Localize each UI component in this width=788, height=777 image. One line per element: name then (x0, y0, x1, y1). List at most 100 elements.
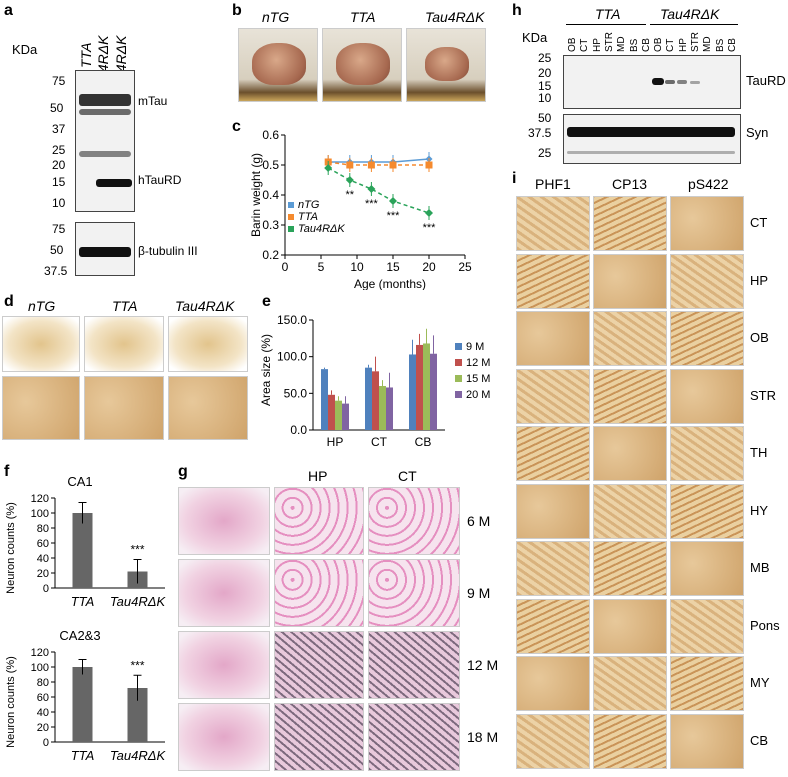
g-ct-18m (368, 703, 460, 771)
ihc-image-th-phf1 (516, 426, 590, 481)
chart-c-line-0 (328, 158, 430, 163)
panel-g-col-hp: HP (308, 468, 328, 484)
chart-e-legend-label: 9 M (466, 341, 484, 353)
ihc-image-pons-cp13 (593, 598, 667, 654)
chart-e-ytick-label: 100.0 (277, 350, 307, 364)
brain-photo-tta (322, 28, 402, 102)
blot-a-top (75, 70, 135, 212)
chart-e-ytick-label: 50.0 (284, 386, 308, 400)
marker-a-75: 75 (52, 74, 66, 88)
ihc-image-ct-cp13 (593, 196, 667, 251)
chart-c-point (389, 161, 397, 169)
chart-e-bar (386, 387, 393, 430)
chart-c-xtick-label: 0 (282, 260, 289, 274)
chart-c-xtick-label: 20 (422, 260, 436, 274)
panel-d-group-ntg: nTG (28, 298, 56, 314)
panel-i-row-hy: HY (750, 502, 769, 518)
blot-a-bottom (75, 222, 135, 276)
chart-f2-ytick-label: 100 (31, 662, 49, 674)
marker-a-b375: 37.5 (44, 264, 68, 278)
ihc-image-my-cp13 (593, 656, 667, 711)
panel-a-kda: KDa (12, 42, 38, 57)
g-ct-9m (368, 559, 460, 627)
ihc-image-mb-ps422 (670, 541, 744, 596)
ihc-image-hp-phf1 (516, 253, 590, 309)
panel-a-lane-1: TTA (78, 42, 94, 68)
panel-h-lane-5: BS (628, 38, 640, 52)
chart-c-ylabel: Barin weight (g) (249, 153, 263, 237)
panel-g-row-6m: 6 M (467, 513, 491, 529)
panel-i-row-pons: Pons (750, 617, 780, 633)
chart-c-xtick-label: 15 (386, 260, 400, 274)
chart-e-ylabel: Area size (%) (259, 334, 273, 406)
ihc-image-cb-ps422 (670, 713, 744, 769)
chart-f2-title: CA2&3 (59, 628, 100, 643)
chart-e-bar (423, 343, 430, 430)
band-label-taurd: TauRD (746, 73, 786, 88)
chart-e-legend-swatch (455, 343, 462, 350)
marker-h-20: 20 (538, 66, 552, 80)
panel-h-lane-13: CB (726, 38, 738, 52)
chart-c-legend-label: Tau4RΔK (298, 223, 345, 235)
chart-f1-xtick-label: TTA (71, 594, 95, 609)
panel-h-lane-9: HP (677, 38, 689, 52)
chart-c-xtick-label: 10 (350, 260, 364, 274)
g-section-18m (178, 703, 270, 771)
ihc-image-ob-phf1 (516, 311, 590, 366)
marker-a-b50: 50 (50, 243, 64, 257)
g-hp-6m (274, 487, 364, 555)
chart-c-point (367, 185, 376, 193)
panel-i-row-my: MY (750, 675, 770, 690)
chart-c-legend-swatch (288, 226, 294, 232)
panel-h-lane-10: STR (690, 32, 701, 52)
chart-e-svg: Area size (%) 0.0 50.0 100.0 150.0 HP CT CB 9 … (259, 313, 490, 449)
chart-f1-ytick-label: 120 (31, 493, 49, 505)
panel-h-lane-11: MD (702, 36, 714, 52)
panel-b-group-tau: Tau4RΔK (425, 9, 485, 25)
g-section-12m (178, 631, 270, 699)
panel-f-label: f (4, 463, 10, 480)
g-hp-9m (274, 559, 364, 627)
panel-h-lane-12: BS (714, 38, 726, 52)
band-label-htaurd: hTauRD (138, 173, 182, 187)
marker-h-15: 15 (538, 79, 552, 93)
panel-i-row-mb: MB (750, 560, 770, 575)
chart-e-legend-swatch (455, 375, 462, 382)
chart-f1-ytick-label: 60 (37, 538, 49, 550)
ihc-image-mb-phf1 (516, 541, 590, 596)
ihc-image-str-ps422 (670, 368, 744, 424)
section-d-tta-bottom (84, 376, 164, 440)
panel-h-group-line-2 (650, 24, 738, 25)
ihc-image-hy-cp13 (593, 483, 667, 539)
panel-h-group-tau: Tau4RΔK (660, 6, 720, 22)
blot-h-bottom (563, 114, 741, 164)
ihc-image-hp-cp13 (593, 253, 667, 309)
chart-f2-ytick-label: 40 (37, 707, 49, 719)
chart-e-bar (409, 354, 416, 430)
ihc-image-hy-phf1 (516, 483, 590, 539)
chart-e-xtick-label: CT (371, 435, 388, 449)
chart-e-legend-swatch (455, 359, 462, 366)
chart-c-annotation: *** (387, 210, 401, 222)
panel-a-label: a (4, 2, 13, 19)
panel-b-group-tta: TTA (350, 9, 376, 25)
panel-i-row-th: TH (750, 445, 768, 460)
chart-f1-ylabel: Neuron counts (%) (5, 502, 17, 594)
chart-c-point (425, 161, 433, 169)
panel-g-label: g (178, 463, 188, 480)
g-section-9m (178, 559, 270, 627)
chart-e-legend-label: 12 M (466, 357, 490, 369)
panel-d-group-tau: Tau4RΔK (175, 298, 235, 314)
chart-e-legend-label: 15 M (466, 373, 490, 385)
chart-c-xtick-label: 5 (318, 260, 325, 274)
marker-a-15: 15 (52, 175, 66, 189)
panel-h-lane-1: CT (579, 38, 591, 52)
panel-d-group-tta: TTA (112, 298, 138, 314)
chart-e-xtick-label: CB (415, 435, 432, 449)
marker-a-25: 25 (52, 143, 66, 157)
panel-h-label: h (512, 2, 522, 19)
ihc-image-ob-ps422 (670, 311, 744, 366)
chart-f2-ytick-label: 0 (43, 737, 49, 749)
section-d-ntg-bottom (2, 376, 80, 440)
blot-h-top (563, 55, 741, 109)
